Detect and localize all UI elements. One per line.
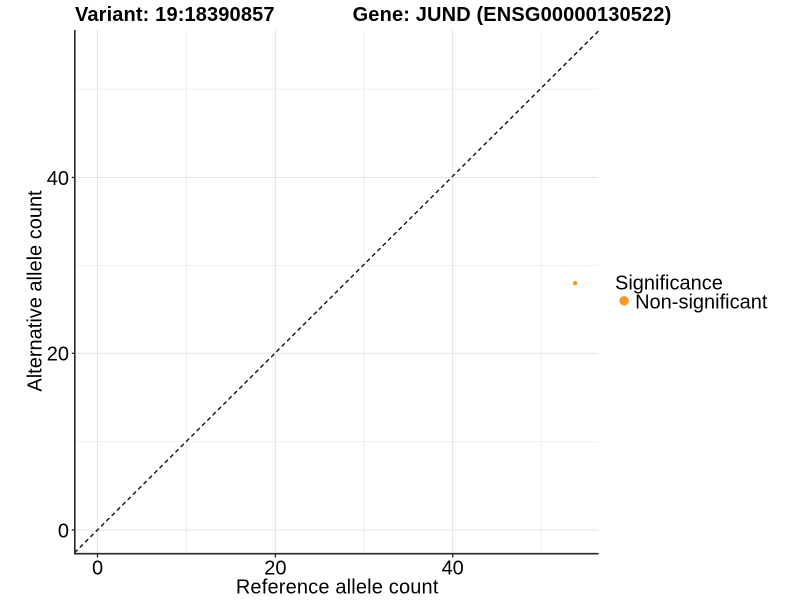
svg-text:Reference allele count: Reference allele count — [236, 577, 439, 599]
svg-text:Significance: Significance — [615, 272, 723, 294]
svg-text:0: 0 — [92, 557, 103, 579]
svg-text:20: 20 — [264, 557, 286, 579]
svg-text:Gene: JUND (ENSG00000130522): Gene: JUND (ENSG00000130522) — [353, 4, 672, 26]
svg-text:40: 40 — [442, 557, 464, 579]
svg-text:20: 20 — [47, 344, 69, 366]
svg-text:Alternative allele count: Alternative allele count — [24, 190, 46, 392]
svg-text:Variant: 19:18390857: Variant: 19:18390857 — [75, 4, 275, 26]
svg-text:Non-significant: Non-significant — [635, 292, 768, 314]
svg-text:40: 40 — [47, 168, 69, 190]
svg-text:0: 0 — [58, 520, 69, 542]
